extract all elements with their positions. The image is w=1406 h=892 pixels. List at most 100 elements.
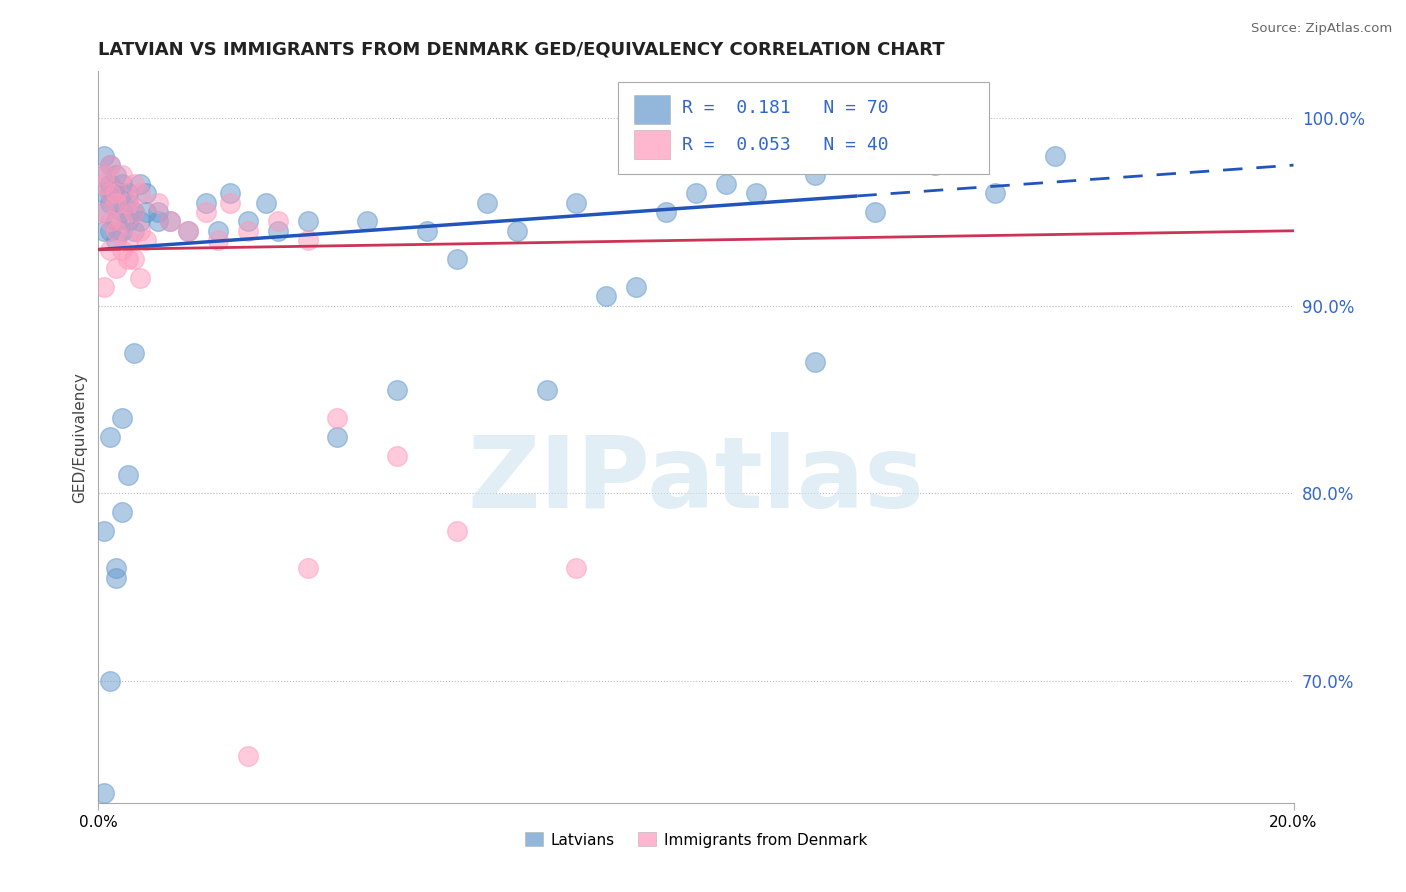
Text: Source: ZipAtlas.com: Source: ZipAtlas.com	[1251, 22, 1392, 36]
Point	[297, 561, 319, 575]
Point	[135, 186, 157, 201]
Point	[254, 195, 277, 210]
Point	[105, 186, 128, 201]
Point	[356, 214, 378, 228]
Point	[117, 233, 139, 247]
Point	[177, 224, 200, 238]
Point	[98, 186, 122, 201]
Point	[93, 205, 115, 219]
Point	[297, 233, 319, 247]
Point	[111, 505, 134, 519]
Point	[105, 214, 128, 228]
Point	[236, 214, 259, 228]
Point	[105, 561, 128, 575]
Point	[111, 177, 134, 191]
Point	[984, 186, 1007, 201]
Point	[117, 195, 139, 210]
Point	[98, 177, 122, 191]
Point	[117, 252, 139, 266]
Point	[565, 195, 588, 210]
Point	[93, 186, 115, 201]
Point	[195, 195, 218, 210]
Legend: Latvians, Immigrants from Denmark: Latvians, Immigrants from Denmark	[519, 826, 873, 854]
Point	[655, 205, 678, 219]
Point	[105, 186, 128, 201]
Point	[626, 280, 648, 294]
Point	[135, 233, 157, 247]
Point	[685, 186, 707, 201]
Point	[129, 224, 152, 238]
Point	[93, 280, 115, 294]
Point	[129, 177, 152, 191]
Point	[117, 195, 139, 210]
Point	[565, 561, 588, 575]
Point	[267, 214, 290, 228]
Point	[159, 214, 181, 228]
Point	[148, 195, 170, 210]
Point	[219, 186, 242, 201]
Text: R =  0.181   N = 70: R = 0.181 N = 70	[682, 99, 889, 117]
Point	[98, 158, 122, 172]
Point	[105, 571, 128, 585]
Point	[98, 243, 122, 257]
Point	[124, 205, 146, 219]
Point	[124, 205, 146, 219]
Point	[236, 224, 259, 238]
Point	[207, 233, 229, 247]
Point	[416, 224, 439, 238]
FancyBboxPatch shape	[619, 82, 988, 174]
Point	[129, 214, 152, 228]
Text: ZIPatlas: ZIPatlas	[468, 433, 924, 530]
Point	[267, 224, 290, 238]
Point	[98, 673, 122, 688]
Point	[98, 195, 122, 210]
Point	[93, 149, 115, 163]
Point	[446, 524, 468, 538]
Point	[111, 214, 134, 228]
Point	[1043, 149, 1066, 163]
Point	[93, 168, 115, 182]
Point	[177, 224, 200, 238]
Point	[506, 224, 529, 238]
Text: LATVIAN VS IMMIGRANTS FROM DENMARK GED/EQUIVALENCY CORRELATION CHART: LATVIAN VS IMMIGRANTS FROM DENMARK GED/E…	[98, 41, 945, 59]
Point	[446, 252, 468, 266]
Point	[129, 186, 152, 201]
Point	[714, 177, 737, 191]
Point	[159, 214, 181, 228]
Point	[297, 214, 319, 228]
Point	[385, 383, 409, 397]
Bar	[634, 95, 669, 124]
Point	[93, 168, 115, 182]
Point	[105, 195, 128, 210]
Point	[148, 205, 170, 219]
Point	[93, 205, 115, 219]
Point	[745, 186, 768, 201]
Point	[195, 205, 218, 219]
Point	[129, 270, 152, 285]
Point	[111, 243, 134, 257]
Point	[924, 158, 946, 172]
Point	[236, 748, 259, 763]
Text: R =  0.053   N = 40: R = 0.053 N = 40	[682, 136, 889, 153]
Point	[111, 224, 134, 238]
Point	[98, 186, 122, 201]
Point	[536, 383, 558, 397]
Point	[111, 186, 134, 201]
Y-axis label: GED/Equivalency: GED/Equivalency	[72, 372, 87, 502]
Point	[93, 786, 115, 800]
Point	[124, 345, 146, 359]
Point	[326, 411, 349, 425]
Point	[111, 205, 134, 219]
Point	[804, 355, 827, 369]
Point	[105, 233, 128, 247]
Bar	[634, 130, 669, 159]
Point	[98, 224, 122, 238]
Point	[124, 177, 146, 191]
Point	[111, 168, 134, 182]
Point	[326, 430, 349, 444]
Point	[93, 177, 115, 191]
Point	[135, 205, 157, 219]
Point	[804, 168, 827, 182]
Point	[105, 261, 128, 276]
Point	[105, 224, 128, 238]
